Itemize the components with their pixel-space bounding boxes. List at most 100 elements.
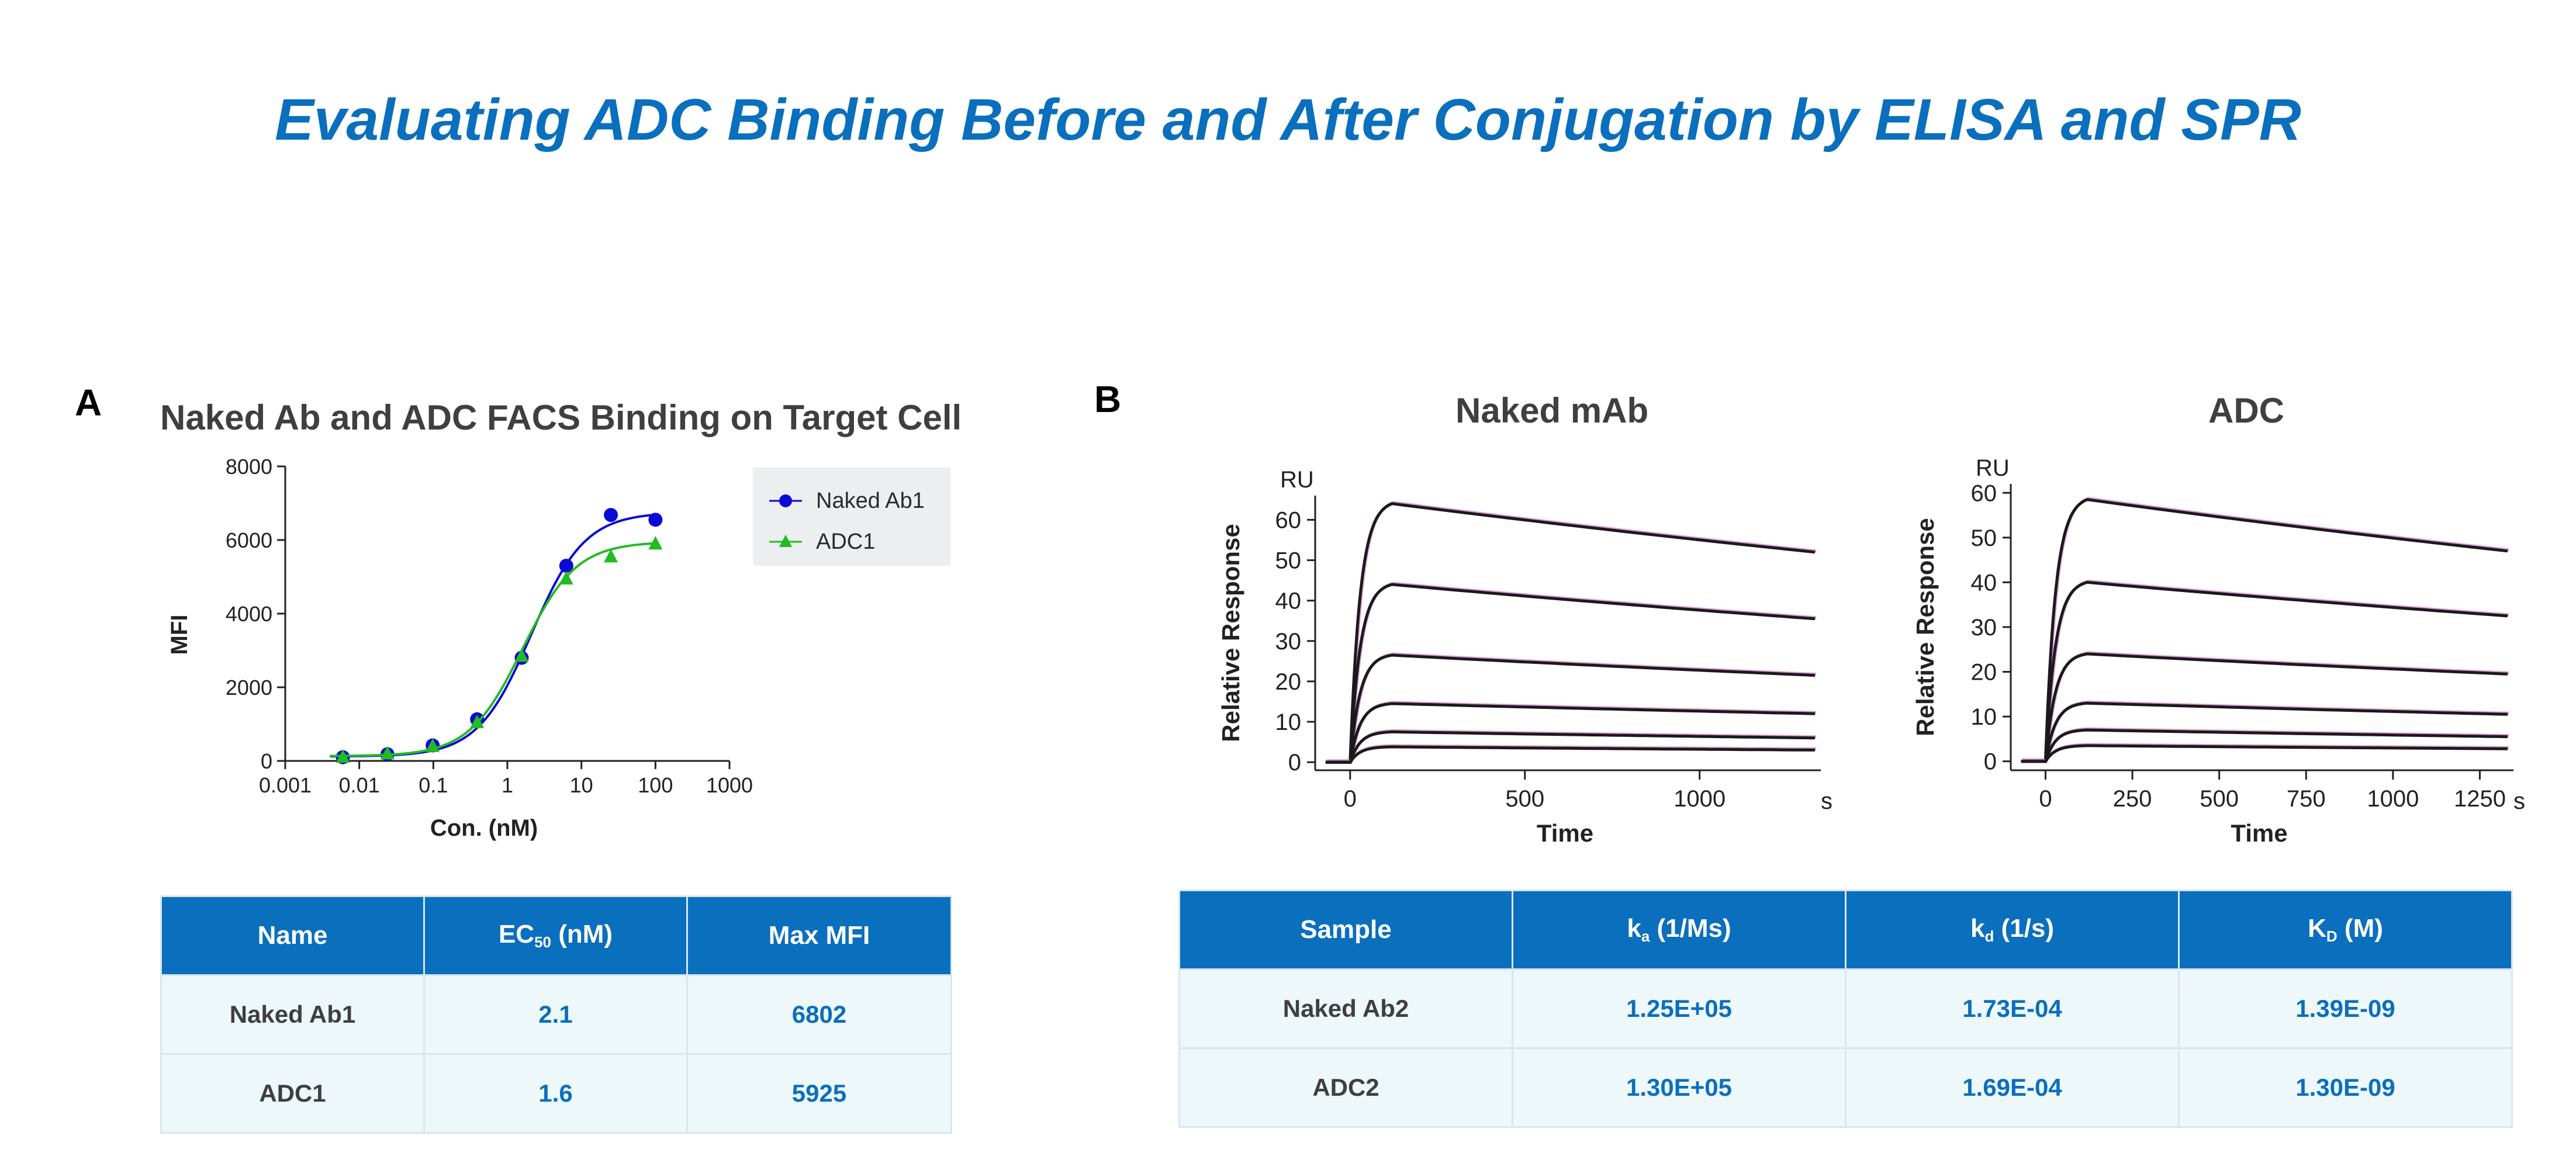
x-tick-label: 0.1 [419,773,448,797]
x-tick-label: 1000 [1673,786,1726,812]
sensorgram-fit-curve [2021,701,2508,763]
data-point-adc1 [604,549,618,563]
y-tick-label: 20 [1971,660,1997,686]
table-row: Naked Ab2 1.25E+05 1.73E-04 1.39E-09 [1178,968,2513,1049]
y-tick-label: 30 [1275,629,1302,655]
sensorgram-fit-curve [2021,728,2508,763]
x-tick-label: 500 [2200,786,2239,812]
sensorgram-fit-curve [2021,652,2508,763]
data-point-adc1 [426,738,440,752]
sensorgram-fit-curve [1325,702,1816,764]
sensorgram-fit-curve [1325,730,1816,764]
data-point-adc1 [336,749,350,763]
sensorgram-fit-curve [2021,580,2508,763]
column-header-ec50: EC50 (nM) [423,895,688,976]
max-mfi-cell: 6802 [686,974,952,1055]
y-tick-label: 4000 [226,602,272,626]
legend-item-adc1: ADC1 [753,521,950,562]
x-tick-label: 0 [2039,786,2052,812]
column-header-name: Name [160,895,425,976]
x-axis-title: Time [1537,819,1593,847]
max-mfi-cell: 5925 [686,1053,952,1134]
x-tick-label: 0.001 [259,773,312,797]
row-name-cell: ADC1 [160,1053,425,1134]
y-tick-label: 0 [1984,749,1997,775]
sensorgram-fit-curve [1325,653,1816,764]
ec50-cell: 1.6 [423,1053,688,1134]
facs-chart-title: Naked Ab and ADC FACS Binding on Target … [160,398,962,437]
data-point-adc1 [470,714,485,728]
sensorgram-raw-trace [2022,497,2509,762]
x-tick-label: 1000 [2367,786,2419,812]
y-tick-label: 40 [1275,589,1302,614]
data-point-adc1 [380,746,395,760]
sensorgram-fit-curve [1325,502,1816,764]
column-header-ka: ka (1/Ms) [1512,889,1847,970]
spr-kinetics-table: Sample ka (1/Ms) kd (1/s) KD (M) Naked A… [1178,889,2513,1128]
ec50-cell: 2.1 [423,974,688,1055]
y-unit-label: RU [1976,455,2010,481]
row-name-cell: Naked Ab1 [160,974,425,1055]
data-point-naked-ab1 [604,508,618,522]
y-tick-label: 0 [1288,750,1301,776]
panel-b-label: B [1094,378,1122,420]
y-tick-label: 8000 [226,455,272,479]
y-tick-label: 10 [1971,704,1997,730]
y-tick-label: 6000 [226,528,272,552]
data-point-adc1 [648,536,663,550]
facs-legend: Naked Ab1 ADC1 [753,468,950,566]
table-header-row: Name EC50 (nM) Max MFI [160,895,952,976]
y-tick-label: 60 [1971,480,1997,506]
y-tick-label: 50 [1275,548,1302,574]
x-unit-label: s [2513,788,2525,814]
KD-cell: 1.30E-09 [2178,1047,2513,1128]
column-header-KD: KD (M) [2178,889,2513,970]
column-header-max-mfi: Max MFI [686,895,952,976]
y-tick-label: 20 [1275,669,1302,695]
data-point-naked-ab1 [559,559,573,573]
table-header-row: Sample ka (1/Ms) kd (1/s) KD (M) [1178,889,2513,970]
sensorgram-fit-curve [2021,744,2508,763]
page-title: Evaluating ADC Binding Before and After … [275,87,2301,153]
y-tick-label: 60 [1275,507,1302,533]
column-header-sample: Sample [1178,889,1513,970]
x-tick-label: 0 [1344,786,1357,812]
sensorgram-fit-curve [1325,583,1816,764]
kd-cell: 1.73E-04 [1845,968,2180,1049]
legend-item-naked-ab1: Naked Ab1 [753,480,950,521]
y-tick-label: 2000 [226,676,272,700]
sensorgram-fit-curve [2021,498,2508,763]
x-tick-label: 1 [502,773,513,797]
legend-label-naked-ab1: Naked Ab1 [816,488,925,513]
x-tick-label: 250 [2113,786,2152,812]
circle-marker-icon [769,494,802,507]
legend-label-adc1: ADC1 [816,529,876,554]
y-axis-title: Relative Response [1217,524,1244,742]
table-row: Naked Ab1 2.1 6802 [160,974,952,1055]
y-tick-label: 0 [261,749,272,773]
x-unit-label: s [1821,788,1832,814]
x-tick-label: 1000 [706,773,753,797]
triangle-marker-icon [769,535,802,547]
y-tick-label: 30 [1971,615,1997,641]
data-point-adc1 [514,648,529,662]
x-axis-title: Con. (nM) [430,815,538,841]
x-tick-label: 100 [638,773,673,797]
x-axis-title: Time [2231,819,2287,847]
ka-cell: 1.30E+05 [1512,1047,1847,1128]
x-tick-label: 10 [570,773,593,797]
facs-summary-table: Name EC50 (nM) Max MFI Naked Ab1 2.1 680… [160,895,952,1134]
data-point-adc1 [559,571,573,585]
y-unit-label: RU [1280,467,1314,493]
column-header-kd: kd (1/s) [1845,889,2180,970]
table-row: ADC1 1.6 5925 [160,1053,952,1134]
x-tick-label: 500 [1505,786,1544,812]
ka-cell: 1.25E+05 [1512,968,1847,1049]
y-tick-label: 50 [1971,525,1997,551]
y-axis-title: Relative Response [1911,518,1939,736]
table-row: ADC2 1.30E+05 1.69E-04 1.30E-09 [1178,1047,2513,1128]
sensorgram-fit-curve [1325,745,1816,764]
